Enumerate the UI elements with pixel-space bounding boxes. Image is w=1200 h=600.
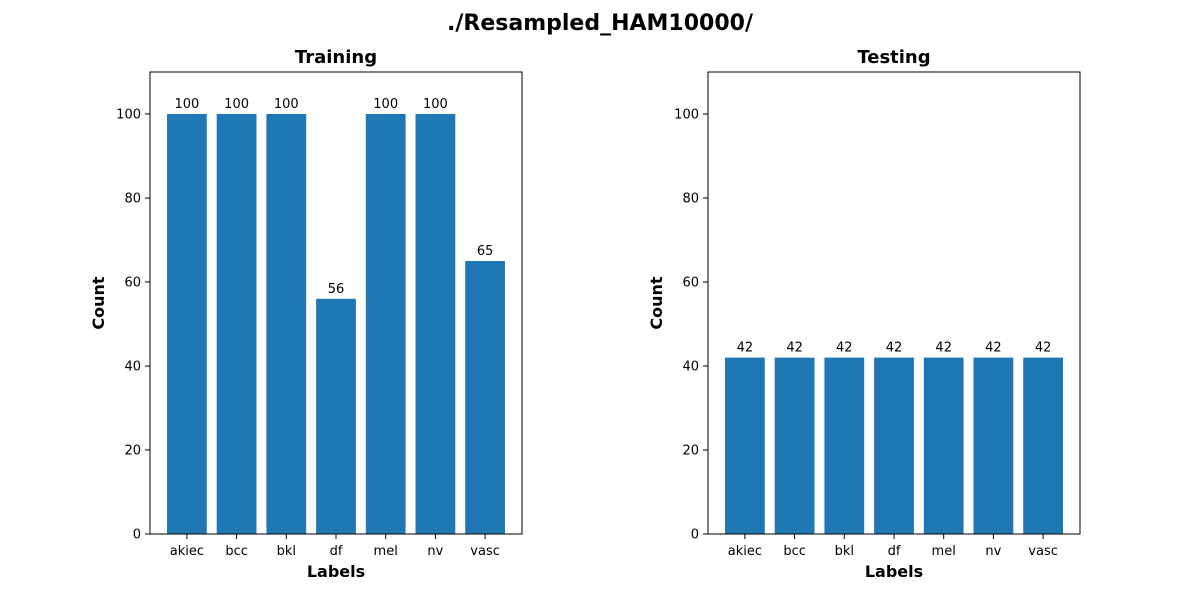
x-axis-label: Labels <box>865 562 923 581</box>
y-axis-label: Count <box>89 276 108 330</box>
y-tick-label: 40 <box>124 360 141 375</box>
x-tick-label: bcc <box>783 544 806 559</box>
data-label: 65 <box>477 244 494 259</box>
bar-vasc <box>1023 357 1063 534</box>
data-label: 42 <box>786 341 803 356</box>
x-tick-label: mel <box>374 544 398 559</box>
chart-title: Training <box>295 47 377 68</box>
chart-panel-0: 0 20 40 60 80 100 akiec bcc bkl df mel nv vasc 100 100… <box>89 47 523 581</box>
x-tick-label: akiec <box>170 544 204 559</box>
x-tick-label: df <box>888 544 901 559</box>
y-tick-label: 60 <box>682 276 699 291</box>
y-tick-label: 0 <box>691 528 699 543</box>
bar-df <box>316 298 356 534</box>
bar-bkl <box>266 114 307 534</box>
x-tick-label: nv <box>427 544 443 559</box>
y-tick-label: 100 <box>674 108 699 123</box>
y-tick-label: 20 <box>682 444 699 459</box>
bar-bcc <box>774 357 815 534</box>
x-tick-label: vasc <box>1028 544 1058 559</box>
y-tick-label: 80 <box>124 192 141 207</box>
chart-panel-1: 0 20 40 60 80 100 akiec bcc bkl df mel nv vasc 42 42 42… <box>647 47 1081 581</box>
y-tick-label: 80 <box>682 192 699 207</box>
x-tick-label: akiec <box>728 544 762 559</box>
data-label: 56 <box>328 282 345 297</box>
x-axis-label: Labels <box>307 562 365 581</box>
x-tick-label: vasc <box>470 544 500 559</box>
data-label: 100 <box>423 97 448 112</box>
bar-mel <box>923 357 964 534</box>
x-tick-label: mel <box>932 544 956 559</box>
data-label: 42 <box>836 341 853 356</box>
figure-title: ./Resampled_HAM10000/ <box>447 11 754 36</box>
data-label: 42 <box>985 341 1002 356</box>
data-label: 100 <box>174 97 199 112</box>
data-label: 100 <box>224 97 249 112</box>
x-tick-label: df <box>330 544 343 559</box>
y-tick-label: 0 <box>133 528 141 543</box>
bar-bkl <box>824 357 865 534</box>
data-label: 42 <box>737 341 754 356</box>
x-tick-label: bcc <box>225 544 248 559</box>
x-tick-label: bkl <box>835 544 854 559</box>
data-label: 100 <box>373 97 398 112</box>
y-tick-label: 100 <box>116 108 141 123</box>
y-tick-label: 60 <box>124 276 141 291</box>
bar-vasc <box>465 261 505 534</box>
bar-nv <box>415 114 456 534</box>
bar-nv <box>973 357 1014 534</box>
bar-akiec <box>725 357 765 534</box>
data-label: 42 <box>935 341 952 356</box>
bar-bcc <box>216 114 257 534</box>
y-tick-label: 40 <box>682 360 699 375</box>
y-tick-label: 20 <box>124 444 141 459</box>
chart-title: Testing <box>857 47 930 68</box>
y-axis-label: Count <box>647 276 666 330</box>
data-label: 42 <box>886 341 903 356</box>
bar-df <box>874 357 914 534</box>
x-tick-label: bkl <box>277 544 296 559</box>
x-tick-label: nv <box>985 544 1001 559</box>
data-label: 42 <box>1035 341 1052 356</box>
data-label: 100 <box>274 97 299 112</box>
bar-mel <box>365 114 406 534</box>
bar-akiec <box>167 114 207 534</box>
